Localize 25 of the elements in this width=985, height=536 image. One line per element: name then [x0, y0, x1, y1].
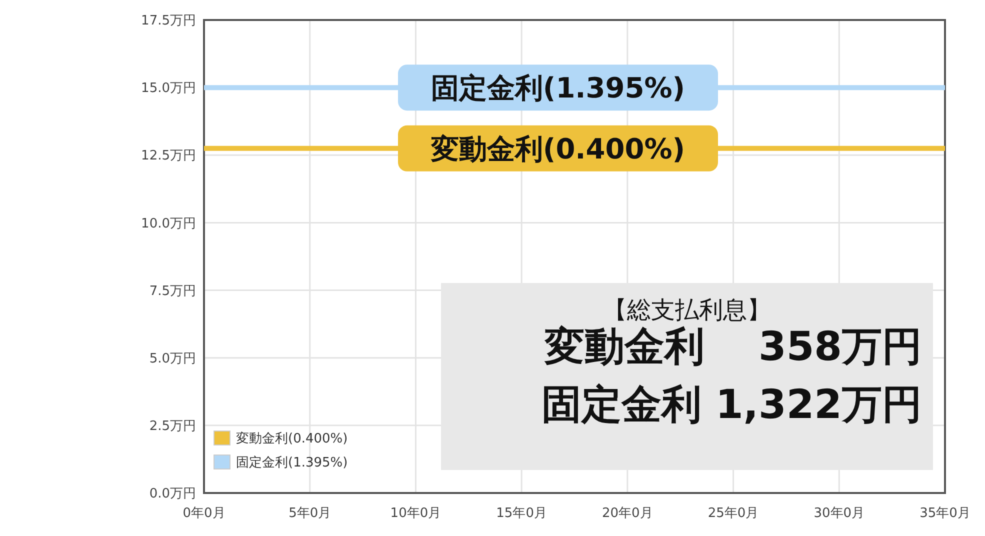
x-tick-label: 35年0月	[920, 506, 970, 521]
annotation: 変動金利 358万円	[544, 324, 922, 370]
x-tick-label: 5年0月	[288, 506, 332, 521]
y-tick-label: 10.0万円	[141, 216, 196, 232]
y-tick-label: 7.5万円	[149, 284, 196, 299]
x-tick-label: 15年0月	[496, 506, 547, 521]
name-tag: 固定金利(1.395%)	[398, 64, 718, 111]
y-tick-label: 2.5万円	[149, 418, 196, 434]
y-tick-label: 15.0万円	[141, 81, 196, 96]
legend-label: 固定金利(1.395%)	[236, 456, 348, 471]
x-tick-label: 30年0月	[814, 506, 865, 521]
legend-label: 変動金利(0.400%)	[236, 430, 348, 447]
annotation: 固定金利 1,322万円	[542, 382, 922, 428]
x-tick-label: 0年0月	[182, 506, 226, 521]
y-tick-label: 5.0万円	[149, 351, 196, 366]
y-tick-label: 17.5万円	[141, 14, 196, 29]
y-tick-label: 0.0万円	[149, 486, 196, 502]
annotation: 変動金利(0.400%)	[430, 132, 686, 166]
x-tick-label: 20年0月	[602, 506, 653, 521]
x-tick-label: 25年0月	[708, 506, 759, 521]
x-tick-label: 10年0月	[390, 506, 442, 521]
annotation: 固定金利(1.395%)	[430, 72, 686, 105]
annotation: 【総支払利息】	[603, 296, 771, 324]
y-tick-label: 12.5万円	[141, 148, 196, 164]
name-tag: 変動金利(0.400%)	[398, 125, 718, 172]
